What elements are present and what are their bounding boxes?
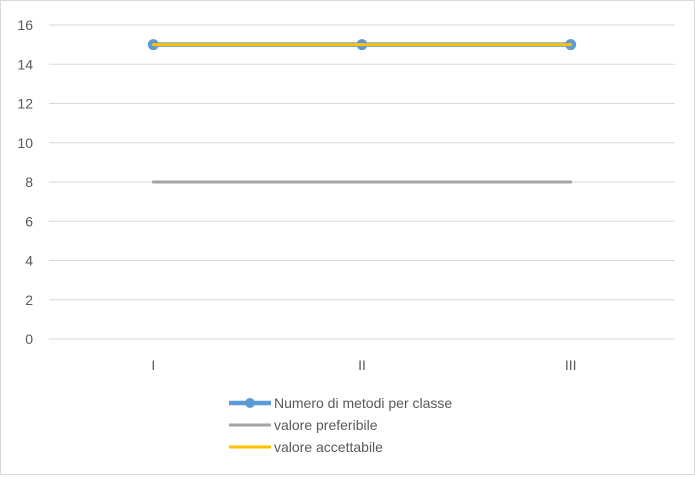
- legend-label: valore preferibile: [274, 417, 378, 433]
- x-tick-label: I: [151, 357, 155, 373]
- y-tick-label: 4: [25, 253, 33, 269]
- y-tick-label: 12: [17, 96, 33, 112]
- y-tick-label: 0: [25, 331, 33, 347]
- y-tick-label: 14: [17, 56, 33, 72]
- y-tick-label: 10: [17, 135, 33, 151]
- legend-label: valore accettabile: [274, 439, 383, 455]
- y-tick-label: 16: [17, 17, 33, 33]
- x-tick-label: II: [358, 357, 366, 373]
- y-tick-label: 6: [25, 213, 33, 229]
- legend-marker: [245, 398, 255, 408]
- x-axis: I II III: [151, 357, 576, 373]
- legend-item: valore accettabile: [229, 439, 383, 455]
- legend-label: Numero di metodi per classe: [274, 395, 452, 411]
- legend-item: valore preferibile: [229, 417, 378, 433]
- y-tick-label: 8: [25, 174, 33, 190]
- y-tick-label: 2: [25, 292, 33, 308]
- x-tick-label: III: [565, 357, 577, 373]
- legend-item: Numero di metodi per classe: [229, 395, 452, 411]
- legend: Numero di metodi per classe valore prefer…: [229, 395, 452, 455]
- y-axis: 0 2 4 6 8 10 12 14 16: [17, 17, 33, 347]
- series-layer: [147, 39, 577, 184]
